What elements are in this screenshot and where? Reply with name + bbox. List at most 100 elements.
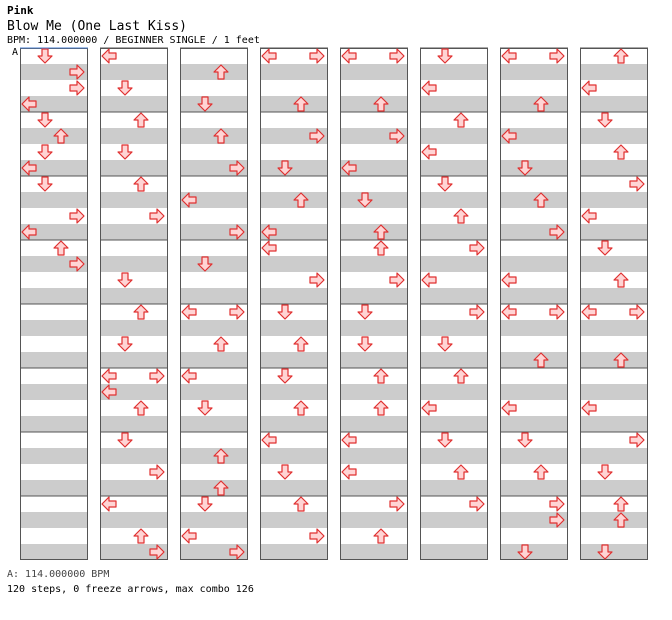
arrow-left-icon	[501, 304, 517, 320]
beat-stripe	[20, 400, 88, 416]
beat-stripe	[180, 432, 248, 448]
beat-stripe	[180, 224, 248, 240]
arrow-up-icon	[453, 368, 469, 384]
arrow-up-icon	[373, 368, 389, 384]
arrow-right-icon	[389, 272, 405, 288]
beat-stripe	[420, 416, 488, 432]
arrow-down-icon	[277, 304, 293, 320]
footer-stats: 120 steps, 0 freeze arrows, max combo 12…	[7, 584, 254, 595]
beat-stripe	[260, 64, 328, 80]
beat-stripe	[500, 128, 568, 144]
beat-stripe	[100, 352, 168, 368]
beat-stripe	[580, 208, 648, 224]
beat-stripe	[500, 336, 568, 352]
arrow-down-icon	[517, 160, 533, 176]
column-border	[420, 48, 488, 560]
arrow-left-icon	[341, 464, 357, 480]
arrow-down-icon	[437, 176, 453, 192]
arrow-left-icon	[261, 432, 277, 448]
column-border	[340, 48, 408, 560]
beat-stripe	[500, 288, 568, 304]
beat-stripe	[260, 304, 328, 320]
beat-stripe	[260, 368, 328, 384]
beat-stripe	[20, 544, 88, 560]
beat-stripe	[340, 432, 408, 448]
arrow-down-icon	[357, 192, 373, 208]
arrow-right-icon	[549, 496, 565, 512]
beat-stripe	[260, 112, 328, 128]
arrow-left-icon	[181, 192, 197, 208]
beat-stripe	[100, 432, 168, 448]
beat-stripe	[340, 48, 408, 64]
arrow-right-icon	[389, 496, 405, 512]
arrow-up-icon	[53, 128, 69, 144]
beat-stripe	[180, 288, 248, 304]
beat-stripe	[260, 448, 328, 464]
arrow-down-icon	[597, 112, 613, 128]
arrow-right-icon	[149, 208, 165, 224]
arrow-down-icon	[357, 336, 373, 352]
beat-stripe	[100, 128, 168, 144]
beat-stripe	[260, 512, 328, 528]
beat-stripe	[500, 160, 568, 176]
arrow-right-icon	[309, 128, 325, 144]
beat-stripe	[340, 320, 408, 336]
beat-stripe	[340, 384, 408, 400]
chart-column	[500, 47, 568, 560]
arrow-left-icon	[101, 368, 117, 384]
beat-stripe	[100, 288, 168, 304]
beat-stripe	[580, 176, 648, 192]
column-border	[580, 48, 648, 560]
beat-stripe	[100, 496, 168, 512]
arrow-left-icon	[501, 272, 517, 288]
beat-stripe	[100, 336, 168, 352]
beat-stripe	[20, 384, 88, 400]
arrow-left-icon	[501, 128, 517, 144]
arrow-up-icon	[453, 112, 469, 128]
arrow-left-icon	[181, 304, 197, 320]
arrow-up-icon	[453, 464, 469, 480]
beat-stripe	[260, 128, 328, 144]
arrow-down-icon	[197, 256, 213, 272]
arrow-up-icon	[293, 192, 309, 208]
arrow-down-icon	[517, 432, 533, 448]
arrow-up-icon	[613, 512, 629, 528]
beat-stripe	[420, 224, 488, 240]
beat-stripe	[500, 320, 568, 336]
beat-stripe	[260, 432, 328, 448]
beat-stripe	[580, 160, 648, 176]
beat-stripe	[420, 80, 488, 96]
beat-stripe	[180, 384, 248, 400]
beat-stripe	[100, 320, 168, 336]
beat-stripe	[180, 320, 248, 336]
beat-stripe	[180, 80, 248, 96]
beat-stripe	[420, 400, 488, 416]
beat-stripe	[100, 192, 168, 208]
beat-stripe	[580, 240, 648, 256]
arrow-down-icon	[197, 96, 213, 112]
arrow-right-icon	[69, 208, 85, 224]
beat-stripe	[180, 160, 248, 176]
beat-stripe	[100, 448, 168, 464]
column-border	[100, 48, 168, 560]
beat-stripe	[420, 432, 488, 448]
arrow-up-icon	[133, 176, 149, 192]
arrow-right-icon	[149, 368, 165, 384]
arrow-right-icon	[549, 48, 565, 64]
beat-stripe	[500, 432, 568, 448]
arrow-left-icon	[341, 160, 357, 176]
beat-stripe	[420, 336, 488, 352]
beat-stripe	[180, 112, 248, 128]
arrow-right-icon	[629, 176, 645, 192]
arrow-down-icon	[437, 48, 453, 64]
arrow-up-icon	[373, 240, 389, 256]
beat-stripe	[420, 352, 488, 368]
beat-stripe	[580, 448, 648, 464]
arrow-up-icon	[53, 240, 69, 256]
beat-stripe	[580, 544, 648, 560]
beat-stripe	[20, 144, 88, 160]
arrow-left-icon	[101, 48, 117, 64]
arrow-left-icon	[261, 224, 277, 240]
arrow-up-icon	[533, 192, 549, 208]
